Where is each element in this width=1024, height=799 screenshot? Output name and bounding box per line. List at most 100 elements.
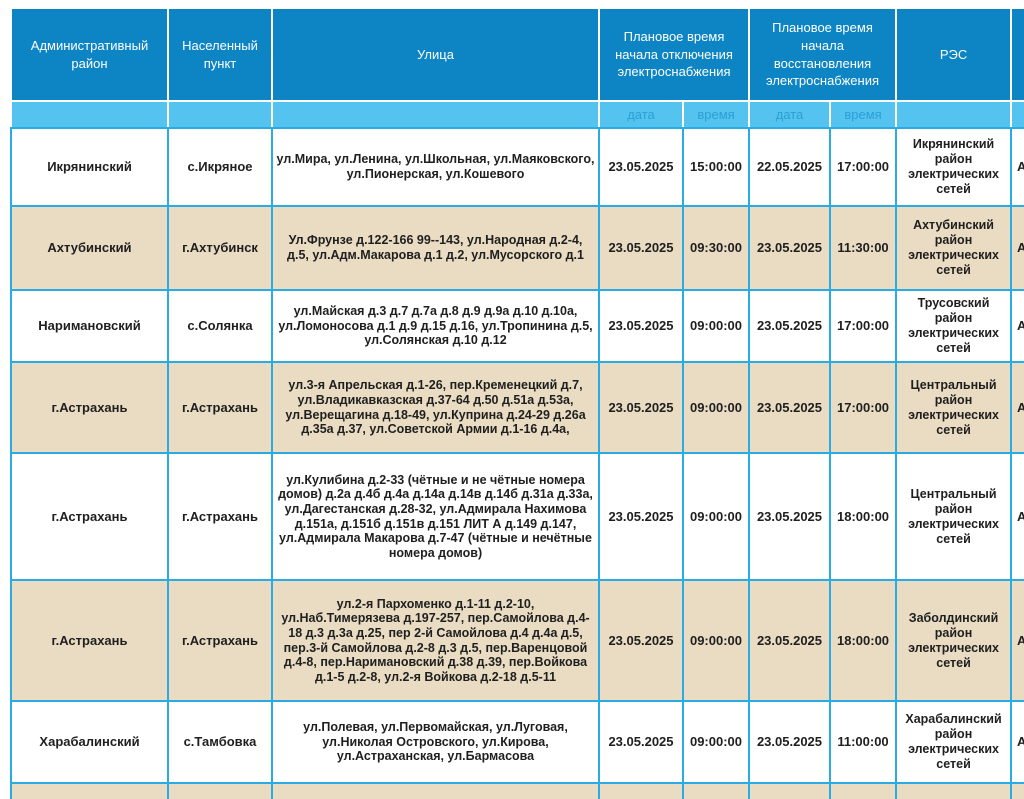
subheader-spacer [271, 100, 600, 129]
column-header-extra-partial [1010, 7, 1024, 101]
cell-outage-date: 23.05.2025 [598, 127, 684, 207]
cell-restore-time: 18:00:00 [828, 579, 898, 702]
cell-res [895, 782, 1013, 799]
cell-outage-time [682, 782, 750, 799]
outage-schedule-table: Административный район Населенный пункт … [10, 7, 1024, 799]
subheader-restore-date: дата [748, 100, 831, 129]
cell-extra-partial: А [1010, 361, 1024, 454]
cell-admin-district: Наримановский [10, 289, 169, 363]
cell-settlement: с.Тамбовка [167, 700, 273, 784]
cell-outage-date: 23.05.2025 [598, 361, 684, 454]
cell-res: Трусовский район электрических сетей [895, 289, 1013, 363]
subheader-spacer [167, 100, 273, 129]
cell-restore-date: 23.05.2025 [748, 205, 831, 291]
cell-outage-date: 23.05.2025 [598, 289, 684, 363]
subheader-row: дата время дата время [10, 100, 1024, 129]
cell-street: ул.Майская д.3 д.7 д.7а д.8 д.9 д.9а д.1… [271, 289, 600, 363]
cell-settlement: с.Солянка [167, 289, 273, 363]
cell-res: Центральный район электрических сетей [895, 361, 1013, 454]
cell-outage-time: 09:00:00 [682, 700, 750, 784]
cell-settlement: г.Астрахань [167, 361, 273, 454]
header-row: Административный район Населенный пункт … [10, 7, 1024, 101]
cell-res: Икрянинский район электрических сетей [895, 127, 1013, 207]
cell-extra-partial: А [1010, 452, 1024, 581]
cell-admin-district: г.Астрахань [10, 579, 169, 702]
cell-settlement: г.Ахтубинск [167, 205, 273, 291]
cell-res: Центральный район электрических сетей [895, 452, 1013, 581]
cell-outage-time: 09:00:00 [682, 361, 750, 454]
table-row: Наримановский с.Солянка ул.Майская д.3 д… [10, 289, 1024, 363]
cell-outage-date: 23.05.2025 [598, 452, 684, 581]
cell-outage-date: 23.05.2025 [598, 205, 684, 291]
cell-extra-partial: А [1010, 700, 1024, 784]
cell-restore-date: 22.05.2025 [748, 127, 831, 207]
table-row: Икрянинский с.Икряное ул.Мира, ул.Ленина… [10, 127, 1024, 207]
cell-settlement: с.Икряное [167, 127, 273, 207]
cell-street: ул.Полевая, ул.Первомайская, ул.Луговая,… [271, 700, 600, 784]
cell-admin-district: г.Астрахань [10, 361, 169, 454]
cell-restore-time [828, 782, 898, 799]
cell-admin-district: Ахтубинский [10, 205, 169, 291]
column-header-outage-start-group: Плановое время начала отключения электро… [598, 7, 750, 101]
cell-restore-time: 17:00:00 [828, 361, 898, 454]
table-row-partial [10, 782, 1024, 799]
cell-outage-time: 09:00:00 [682, 579, 750, 702]
cell-outage-time: 15:00:00 [682, 127, 750, 207]
cell-restore-date: 23.05.2025 [748, 579, 831, 702]
cell-settlement: г.Астрахань [167, 579, 273, 702]
cell-admin-district [10, 782, 169, 799]
cell-outage-date: 23.05.2025 [598, 579, 684, 702]
cell-restore-date [748, 782, 831, 799]
cell-extra-partial: А [1010, 127, 1024, 207]
cell-restore-time: 17:00:00 [828, 127, 898, 207]
column-header-res: РЭС [895, 7, 1013, 101]
subheader-restore-time: время [828, 100, 898, 129]
cell-street: ул.Кулибина д.2-33 (чётные и не чётные н… [271, 452, 600, 581]
cell-street [271, 782, 600, 799]
subheader-outage-time: время [682, 100, 750, 129]
cell-street: ул.2-я Пархоменко д.1-11 д.2-10, ул.Наб.… [271, 579, 600, 702]
subheader-outage-date: дата [598, 100, 684, 129]
cell-outage-time: 09:00:00 [682, 452, 750, 581]
cell-street: ул.Мира, ул.Ленина, ул.Школьная, ул.Маяк… [271, 127, 600, 207]
subheader-spacer [1010, 100, 1024, 129]
table-row: г.Астрахань г.Астрахань ул.2-я Пархоменк… [10, 579, 1024, 702]
cell-restore-time: 11:00:00 [828, 700, 898, 784]
subheader-spacer [895, 100, 1013, 129]
cell-restore-date: 23.05.2025 [748, 452, 831, 581]
table-row: Харабалинский с.Тамбовка ул.Полевая, ул.… [10, 700, 1024, 784]
cell-res: Ахтубинский район электрических сетей [895, 205, 1013, 291]
cell-outage-time: 09:30:00 [682, 205, 750, 291]
column-header-settlement: Населенный пункт [167, 7, 273, 101]
cell-extra-partial: А [1010, 289, 1024, 363]
column-header-restore-start-group: Плановое время начала восстановления эле… [747, 7, 898, 101]
cell-extra-partial [1010, 782, 1024, 799]
cell-street: Ул.Фрунзе д.122-166 99--143, ул.Народная… [271, 205, 600, 291]
cell-settlement [167, 782, 273, 799]
cell-restore-time: 11:30:00 [828, 205, 898, 291]
cell-restore-date: 23.05.2025 [748, 361, 831, 454]
table-row: Ахтубинский г.Ахтубинск Ул.Фрунзе д.122-… [10, 205, 1024, 291]
cell-res: Харабалинский район электрических сетей [895, 700, 1013, 784]
cell-admin-district: г.Астрахань [10, 452, 169, 581]
cell-settlement: г.Астрахань [167, 452, 273, 581]
cell-outage-date [598, 782, 684, 799]
table-row: г.Астрахань г.Астрахань ул.3-я Апрельска… [10, 361, 1024, 454]
cell-admin-district: Харабалинский [10, 700, 169, 784]
cell-restore-date: 23.05.2025 [748, 289, 831, 363]
cell-street: ул.3-я Апрельская д.1-26, пер.Кременецки… [271, 361, 600, 454]
cell-restore-time: 17:00:00 [828, 289, 898, 363]
subheader-spacer [10, 100, 169, 129]
cell-outage-time: 09:00:00 [682, 289, 750, 363]
cell-restore-time: 18:00:00 [828, 452, 898, 581]
cell-outage-date: 23.05.2025 [598, 700, 684, 784]
cell-admin-district: Икрянинский [10, 127, 169, 207]
column-header-street: Улица [271, 7, 600, 101]
cell-extra-partial: А [1010, 205, 1024, 291]
cell-extra-partial: А [1010, 579, 1024, 702]
cell-restore-date: 23.05.2025 [748, 700, 831, 784]
table-row: г.Астрахань г.Астрахань ул.Кулибина д.2-… [10, 452, 1024, 581]
column-header-admin-district: Административный район [10, 7, 169, 101]
cell-res: Заболдинский район электрических сетей [895, 579, 1013, 702]
